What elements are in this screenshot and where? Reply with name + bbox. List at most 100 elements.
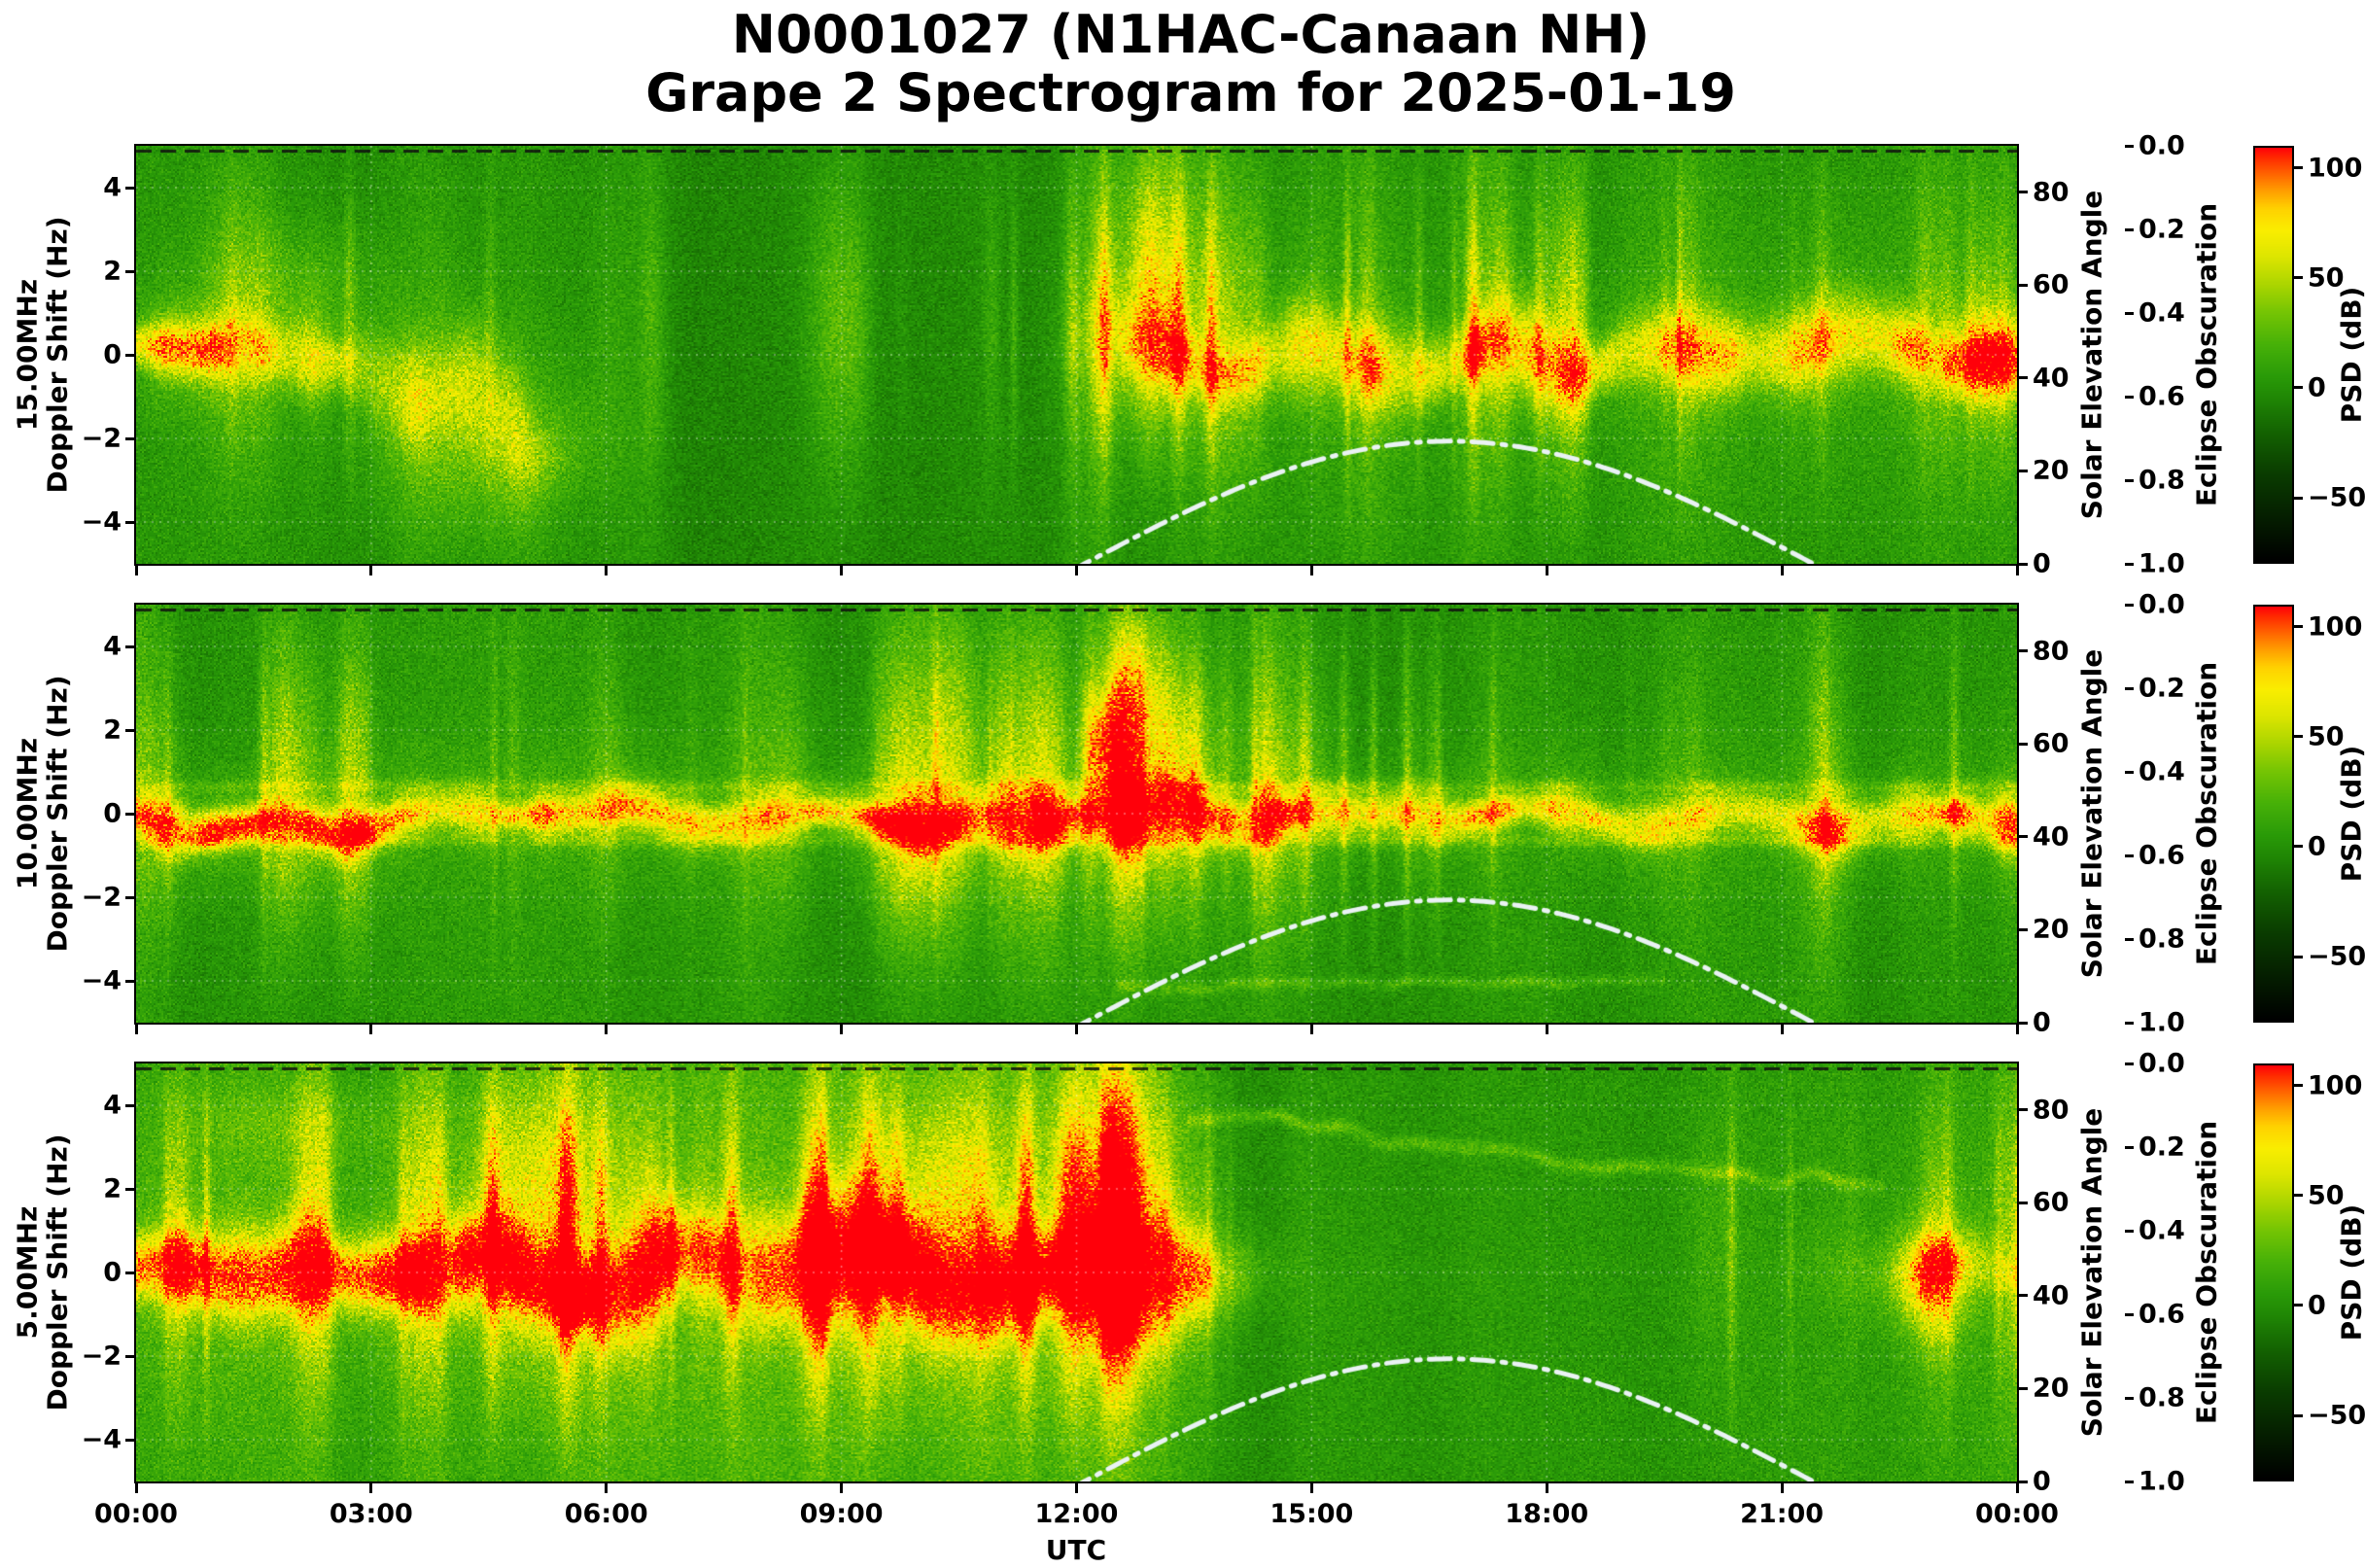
eclipse-tick-label: 0.2 <box>2139 673 2185 704</box>
solar-tick-mark <box>2019 283 2028 287</box>
colorbar-tick-label: −50 <box>2308 941 2365 972</box>
solar-axis-label: Solar Elevation Angle <box>2075 190 2108 520</box>
utc-tick-mark <box>1075 1025 1078 1034</box>
solar-tick-label: 40 <box>2033 1280 2069 1311</box>
solar-tick-mark <box>2019 376 2028 380</box>
solar-tick-label: 80 <box>2033 1095 2069 1126</box>
eclipse-tick-label: 1.0 <box>2139 1007 2185 1038</box>
colorbar-tick-mark <box>2294 955 2303 958</box>
eclipse-tick-mark <box>2125 1480 2134 1483</box>
eclipse-tick-mark <box>2125 144 2134 148</box>
doppler-axis-label-10mhz: 10.00MHz Doppler Shift (Hz) <box>12 675 74 953</box>
solar-tick-mark <box>2019 1201 2028 1204</box>
eclipse-tick-mark <box>2125 395 2134 399</box>
utc-tick-mark <box>1545 1025 1548 1034</box>
utc-tick-mark <box>840 1483 844 1493</box>
utc-tick-mark <box>1075 566 1078 575</box>
spectrogram-canvas-5mhz <box>136 1063 2017 1481</box>
utc-tick-label: 09:00 <box>799 1499 884 1529</box>
doppler-tick-mark <box>125 1187 134 1191</box>
doppler-shift-label: Doppler Shift (Hz) <box>42 1133 74 1411</box>
solar-axis-label: Solar Elevation Angle <box>2075 648 2108 979</box>
eclipse-tick-label: 0.6 <box>2139 1299 2185 1330</box>
utc-tick-mark <box>840 1025 844 1034</box>
utc-tick-mark <box>1545 1483 1548 1493</box>
colorbar-tick-label: 100 <box>2308 153 2363 184</box>
figure-title-line2: Grape 2 Spectrogram for 2025-01-19 <box>645 62 1736 124</box>
doppler-tick-mark <box>125 728 134 732</box>
doppler-tick-mark <box>125 353 134 357</box>
utc-tick-label: 18:00 <box>1505 1499 1589 1529</box>
colorbar-10mhz <box>2253 605 2294 1023</box>
solar-tick-label: 40 <box>2033 363 2069 394</box>
doppler-tick-mark <box>125 1271 134 1274</box>
frequency-label: 5.00MHz <box>11 1205 44 1340</box>
solar-tick-mark <box>2019 469 2028 472</box>
solar-tick-label: 0 <box>2033 1466 2051 1497</box>
utc-tick-label: 03:00 <box>329 1499 413 1529</box>
colorbar-tick-mark <box>2294 1304 2303 1307</box>
doppler-tick-label: 4 <box>103 172 122 203</box>
utc-tick-label: 00:00 <box>94 1499 178 1529</box>
colorbar-gradient <box>2255 607 2292 1021</box>
utc-tick-mark <box>2015 1025 2019 1034</box>
doppler-tick-mark <box>125 1438 134 1442</box>
doppler-tick-mark <box>125 979 134 983</box>
eclipse-tick-mark <box>2125 311 2134 315</box>
eclipse-tick-mark <box>2125 603 2134 607</box>
eclipse-tick-label: 1.0 <box>2139 548 2185 579</box>
solar-tick-label: 20 <box>2033 914 2069 945</box>
doppler-tick-label: −4 <box>81 506 122 538</box>
eclipse-tick-mark <box>2125 1062 2134 1065</box>
eclipse-tick-mark <box>2125 686 2134 690</box>
utc-tick-label: 15:00 <box>1269 1499 1354 1529</box>
doppler-shift-label: Doppler Shift (Hz) <box>42 675 74 953</box>
eclipse-tick-label: 0.8 <box>2139 1382 2185 1413</box>
doppler-tick-mark <box>125 269 134 273</box>
colorbar-tick-mark <box>2294 276 2303 280</box>
utc-tick-mark <box>369 1025 373 1034</box>
figure-title-line1: N0001027 (N1HAC-Canaan NH) <box>731 4 1651 65</box>
solar-axis-label: Solar Elevation Angle <box>2075 1107 2108 1438</box>
eclipse-tick-label: 0.8 <box>2139 465 2185 496</box>
utc-tick-mark <box>605 1025 609 1034</box>
spectrogram-canvas-15mhz <box>136 146 2017 564</box>
doppler-tick-label: 4 <box>103 1090 122 1121</box>
utc-tick-mark <box>605 1483 609 1493</box>
colorbar-tick-mark <box>2294 1084 2303 1088</box>
x-axis-label: UTC <box>1045 1534 1107 1566</box>
doppler-tick-mark <box>125 645 134 648</box>
spectrogram-canvas-10mhz <box>136 605 2017 1023</box>
solar-tick-label: 20 <box>2033 1373 2069 1404</box>
solar-tick-mark <box>2019 1480 2028 1483</box>
doppler-tick-label: 2 <box>103 256 122 287</box>
solar-tick-mark <box>2019 649 2028 653</box>
eclipse-tick-mark <box>2125 937 2134 941</box>
solar-tick-mark <box>2019 1294 2028 1298</box>
utc-tick-mark <box>1309 566 1313 575</box>
colorbar-tick-label: 100 <box>2308 1070 2363 1101</box>
doppler-axis-label-5mhz: 5.00MHz Doppler Shift (Hz) <box>11 1133 74 1411</box>
eclipse-tick-mark <box>2125 227 2134 231</box>
colorbar-tick-mark <box>2294 386 2303 390</box>
doppler-tick-mark <box>125 436 134 440</box>
utc-tick-mark <box>840 566 844 575</box>
solar-tick-mark <box>2019 1108 2028 1112</box>
solar-tick-label: 60 <box>2033 1187 2069 1218</box>
solar-tick-label: 80 <box>2033 177 2069 208</box>
spectrogram-panel-10mhz <box>134 603 2019 1025</box>
utc-tick-mark <box>1780 1483 1784 1493</box>
solar-tick-mark <box>2019 562 2028 566</box>
psd-axis-label: PSD (dB) <box>2335 286 2365 424</box>
frequency-label: 15.00MHz <box>11 278 44 432</box>
eclipse-tick-mark <box>2125 1396 2134 1400</box>
utc-tick-mark <box>134 566 138 575</box>
eclipse-tick-mark <box>2125 1229 2134 1233</box>
utc-tick-label: 00:00 <box>1975 1499 2059 1529</box>
figure-title: N0001027 (N1HAC-Canaan NH) Grape 2 Spect… <box>0 4 2365 124</box>
utc-tick-mark <box>1309 1025 1313 1034</box>
eclipse-tick-label: 0.0 <box>2139 1048 2185 1079</box>
colorbar-tick-mark <box>2294 625 2303 629</box>
utc-tick-mark <box>1309 1483 1313 1493</box>
solar-tick-label: 20 <box>2033 455 2069 486</box>
